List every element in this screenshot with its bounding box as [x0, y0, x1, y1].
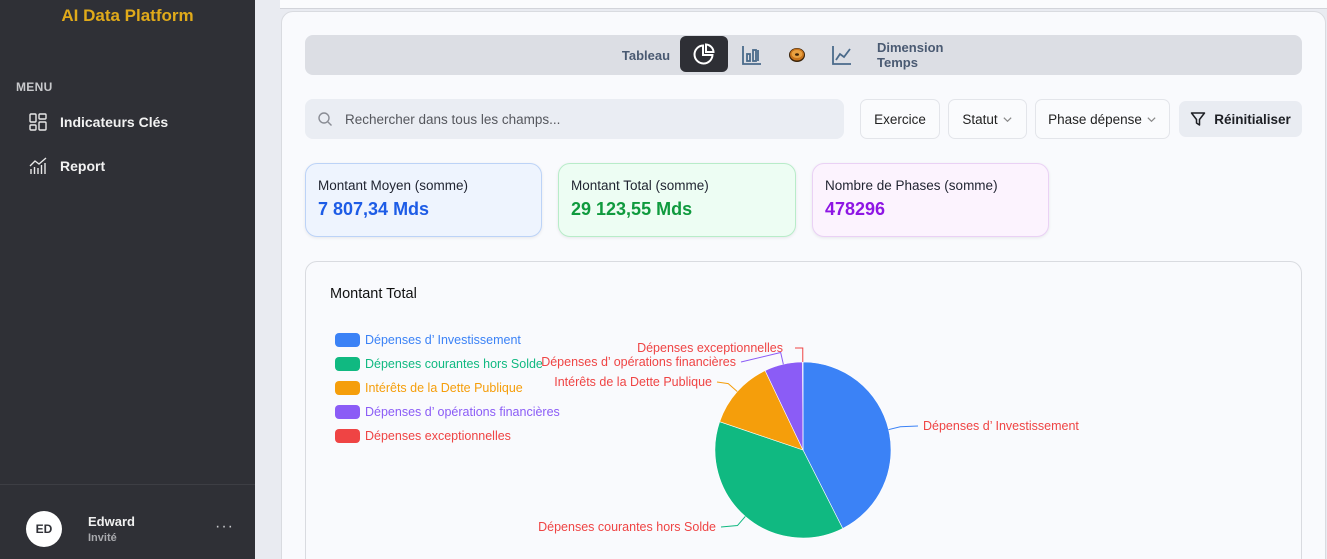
filter-phase-depense[interactable]: Phase dépense — [1035, 99, 1170, 139]
tab-pie-chart[interactable] — [680, 36, 728, 72]
chevron-down-icon — [1147, 116, 1156, 122]
user-role: Invité — [88, 532, 117, 544]
tab-dimension-temps[interactable]: Dimension Temps — [877, 40, 944, 70]
legend-swatch — [335, 357, 360, 371]
kpi-card-montant-moyen: Montant Moyen (somme) 7 807,34 Mds — [305, 163, 542, 237]
bar-chart-icon — [742, 46, 761, 65]
kpi-label: Montant Total (somme) — [571, 178, 709, 193]
filter-label: Phase dépense — [1048, 111, 1142, 127]
filter-label: Exercice — [874, 111, 926, 127]
user-name: Edward — [88, 514, 135, 529]
kpi-value: 7 807,34 Mds — [318, 199, 430, 219]
reset-label: Réinitialiser — [1214, 111, 1291, 127]
tab-line-chart[interactable] — [827, 35, 857, 75]
sidebar-item-report[interactable]: Report — [28, 156, 105, 176]
sidebar-item-label: Indicateurs Clés — [60, 114, 169, 130]
legend-item[interactable]: Dépenses exceptionnelles — [335, 424, 560, 448]
line-chart-icon — [832, 46, 851, 65]
chart-title: Montant Total — [330, 286, 417, 302]
kpi-value: 29 123,55 Mds — [571, 199, 693, 219]
dashboard-grid-icon — [29, 113, 47, 131]
filter-label: Statut — [962, 111, 998, 127]
sidebar-item-label: Report — [60, 158, 106, 174]
chart-legend: Dépenses d’ Investissement Dépenses cour… — [335, 328, 560, 448]
legend-swatch — [335, 429, 360, 443]
sidebar: AI Data Platform MENU Indicateurs Clés R… — [0, 0, 255, 559]
kpi-card-montant-total: Montant Total (somme) 29 123,55 Mds — [558, 163, 796, 237]
legend-item[interactable]: Intérêts de la Dette Publique — [335, 376, 560, 400]
user-profile[interactable]: ED Edward Invité — [26, 511, 135, 547]
legend-label: Dépenses d’ Investissement — [365, 333, 521, 347]
chevron-down-icon — [1003, 116, 1012, 122]
menu-label: MENU — [16, 80, 53, 94]
legend-label: Dépenses exceptionnelles — [365, 429, 511, 443]
sidebar-divider — [0, 484, 255, 485]
legend-swatch — [335, 333, 360, 347]
legend-item[interactable]: Dépenses d’ Investissement — [335, 328, 560, 352]
filter-icon — [1190, 112, 1206, 126]
legend-swatch — [335, 405, 360, 419]
header-bar — [280, 0, 1327, 9]
search-input[interactable] — [345, 111, 825, 127]
filter-exercice[interactable]: Exercice — [860, 99, 940, 139]
filter-statut[interactable]: Statut — [948, 99, 1027, 139]
tab-donut-chart[interactable] — [783, 35, 811, 75]
search-icon — [318, 112, 332, 126]
avatar: ED — [26, 511, 62, 547]
tab-tableau[interactable]: Tableau — [621, 47, 671, 63]
chart-report-icon — [29, 157, 47, 174]
view-toolbar: Tableau Dimension Temps — [305, 35, 1302, 75]
legend-swatch — [335, 381, 360, 395]
kpi-card-nombre-phases: Nombre de Phases (somme) 478296 — [812, 163, 1049, 237]
donut-icon — [789, 48, 805, 62]
pie-chart-icon — [693, 43, 715, 65]
kpi-label: Montant Moyen (somme) — [318, 178, 469, 193]
legend-label: Intérêts de la Dette Publique — [365, 381, 523, 395]
kpi-label: Nombre de Phases (somme) — [825, 178, 998, 193]
legend-label: Dépenses courantes hors Solde — [365, 357, 543, 371]
legend-item[interactable]: Dépenses courantes hors Solde — [335, 352, 560, 376]
reset-button[interactable]: Réinitialiser — [1179, 101, 1302, 137]
kpi-value: 478296 — [825, 199, 886, 219]
tab-bar-chart[interactable] — [737, 35, 767, 75]
search-box[interactable] — [305, 99, 844, 139]
legend-label: Dépenses d’ opérations financières — [365, 405, 560, 419]
legend-item[interactable]: Dépenses d’ opérations financières — [335, 400, 560, 424]
more-options-icon[interactable]: ··· — [215, 518, 234, 535]
brand-title: AI Data Platform — [61, 6, 194, 25]
sidebar-item-indicateurs[interactable]: Indicateurs Clés — [28, 112, 168, 132]
